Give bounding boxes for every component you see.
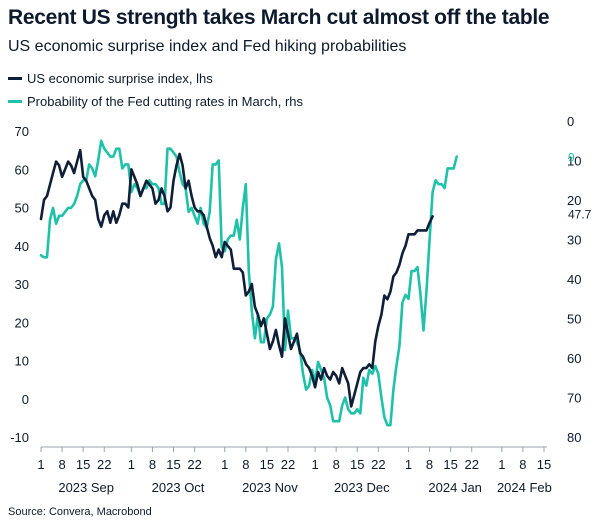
x-tick-label: 15: [260, 457, 274, 472]
legend-label-probability: Probability of the Fed cutting rates in …: [27, 94, 304, 109]
y-right-tick-label: 70: [567, 391, 581, 406]
x-tick-label: 1: [498, 457, 505, 472]
y-left-tick-label: 20: [15, 315, 29, 330]
x-tick-label: 8: [333, 457, 340, 472]
y-right-tick-label: 30: [567, 233, 581, 248]
x-tick-label: 22: [281, 457, 295, 472]
legend-swatch-probability: [8, 100, 22, 103]
legend-item-surprise: US economic surprise index, lhs: [8, 71, 213, 86]
x-tick-label: 1: [311, 457, 318, 472]
y-right-tick-label: 80: [567, 430, 581, 445]
y-left-tick-label: 30: [15, 277, 29, 292]
x-month-label: 2023 Dec: [334, 480, 390, 495]
x-tick-label: 1: [405, 457, 412, 472]
y-right-tick-label: 40: [567, 272, 581, 287]
y-left-tick-label: -10: [10, 430, 29, 445]
y-left-tick-label: 40: [15, 239, 29, 254]
end-label-probability: 9: [568, 151, 575, 165]
x-tick-label: 8: [519, 457, 526, 472]
x-tick-label: 8: [426, 457, 433, 472]
legend-item-probability: Probability of the Fed cutting rates in …: [8, 94, 303, 109]
chart-subtitle: US economic surprise index and Fed hikin…: [8, 38, 407, 55]
y-left-tick-label: 50: [15, 201, 29, 216]
x-month-label: 2023 Sep: [58, 480, 114, 495]
x-tick-label: 22: [187, 457, 201, 472]
x-tick-label: 15: [537, 457, 551, 472]
x-tick-label: 22: [371, 457, 385, 472]
y-left-tick-label: 60: [15, 162, 29, 177]
series-surprise-line: [39, 148, 434, 408]
y-right-tick-label: 0: [567, 114, 574, 129]
x-tick-label: 15: [350, 457, 364, 472]
x-tick-label: 22: [97, 457, 111, 472]
x-tick-label: 1: [221, 457, 228, 472]
y-right-tick-label: 60: [567, 351, 581, 366]
x-month-label: 2024 Jan: [428, 480, 482, 495]
x-tick-label: 1: [37, 457, 44, 472]
chart-title: Recent US strength takes March cut almos…: [8, 6, 550, 29]
legend-label-surprise: US economic surprise index, lhs: [27, 71, 213, 86]
source-note: Source: Convera, Macrobond: [8, 506, 152, 518]
x-tick-label: 22: [464, 457, 478, 472]
y-left-tick-label: 0: [22, 392, 29, 407]
x-month-label: 2024 Feb: [497, 480, 552, 495]
x-tick-label: 15: [166, 457, 180, 472]
y-right-tick-label: 20: [567, 193, 581, 208]
x-tick-label: 8: [242, 457, 249, 472]
x-tick-label: 8: [149, 457, 156, 472]
legend-swatch-surprise: [8, 77, 22, 80]
x-tick-label: 15: [443, 457, 457, 472]
y-right-tick-label: 10: [567, 154, 581, 169]
end-label-surprise: 47.7: [568, 207, 592, 221]
x-tick-label: 1: [128, 457, 135, 472]
x-month-label: 2023 Oct: [152, 480, 205, 495]
x-month-label: 2023 Nov: [242, 480, 298, 495]
y-left-tick-label: 10: [15, 354, 29, 369]
y-right-tick-label: 50: [567, 312, 581, 327]
x-tick-label: 15: [76, 457, 90, 472]
x-tick-label: 8: [58, 457, 65, 472]
y-left-tick-label: 70: [15, 124, 29, 139]
series-probability-line: [39, 139, 458, 427]
